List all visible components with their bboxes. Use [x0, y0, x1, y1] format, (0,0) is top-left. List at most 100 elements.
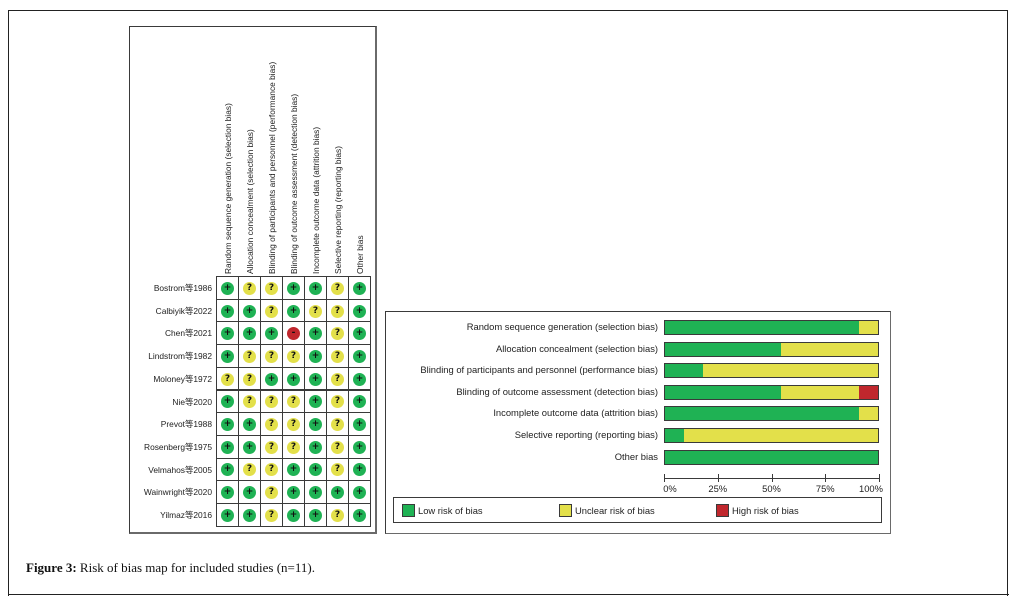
summary-cell: + — [238, 503, 261, 527]
summary-cell: + — [238, 298, 261, 323]
summary-cell: ? — [260, 457, 283, 482]
summary-cell: + — [348, 503, 371, 527]
low-risk-icon: + — [309, 440, 322, 454]
summary-cell: + — [348, 434, 371, 459]
summary-cell: + — [304, 434, 327, 459]
bar-outline — [664, 449, 879, 465]
unclear-risk-icon: ? — [221, 372, 234, 386]
legend-swatch-high — [716, 503, 729, 517]
unclear-risk-icon: ? — [287, 418, 300, 432]
unclear-risk-icon: ? — [331, 463, 344, 477]
legend-label: Low risk of bias — [418, 504, 483, 516]
bar-category-label: Selective reporting (reporting bias) — [514, 429, 658, 440]
summary-cell: + — [216, 480, 239, 504]
low-risk-icon: + — [353, 372, 366, 386]
low-risk-icon: + — [221, 304, 234, 318]
summary-cell: + — [348, 321, 371, 346]
summary-cell: ? — [304, 298, 327, 323]
bar-segment-low — [664, 428, 684, 443]
x-axis-tick-label: 100% — [859, 483, 883, 495]
summary-cell: + — [304, 503, 327, 527]
summary-cell: + — [304, 480, 327, 504]
summary-column-header: Blinding of outcome assessment (detectio… — [282, 26, 304, 276]
unclear-risk-icon: ? — [243, 463, 256, 477]
summary-cell: - — [282, 321, 305, 346]
summary-cell: ? — [260, 344, 283, 368]
summary-column-header: Other bias — [348, 26, 370, 276]
bar-outline — [664, 320, 879, 335]
bar-segment-unclear — [859, 406, 879, 422]
summary-cell: + — [216, 389, 239, 414]
summary-cell: + — [304, 321, 327, 346]
low-risk-icon: + — [243, 440, 256, 454]
unclear-risk-icon: ? — [243, 372, 256, 386]
low-risk-icon: + — [243, 327, 256, 341]
unclear-risk-icon: ? — [331, 395, 344, 409]
low-risk-icon: + — [243, 418, 256, 432]
bar-segment-low — [664, 406, 860, 422]
study-label: Prevot等1988 — [160, 419, 212, 430]
chart-legend: Low risk of bias Unclear risk of bias High… — [393, 497, 882, 523]
unclear-risk-icon: ? — [243, 281, 256, 295]
summary-cell: ? — [326, 344, 349, 368]
low-risk-icon: + — [309, 372, 322, 386]
low-risk-icon: + — [287, 281, 300, 295]
summary-cell: ? — [282, 434, 305, 459]
summary-cell: + — [260, 321, 283, 346]
unclear-risk-icon: ? — [265, 508, 278, 522]
summary-cell: + — [348, 389, 371, 414]
x-axis-tick — [664, 474, 665, 483]
legend-item-low: Low risk of bias — [402, 503, 483, 517]
study-label: Bostrom等1986 — [153, 283, 212, 293]
summary-cell: ? — [260, 298, 283, 323]
study-label: Rosenberg等1975 — [144, 441, 212, 452]
unclear-risk-icon: ? — [331, 418, 344, 432]
low-risk-icon: + — [221, 418, 234, 432]
summary-cell: + — [304, 366, 327, 391]
bar-segment-unclear — [859, 320, 879, 335]
low-risk-icon: + — [243, 508, 256, 522]
summary-cell: + — [216, 412, 239, 436]
low-risk-icon: + — [353, 349, 366, 363]
bar-category-label: Blinding of outcome assessment (detectio… — [456, 385, 658, 397]
figure-frame-bottom-rule — [8, 594, 1009, 595]
summary-cell: ? — [326, 298, 349, 323]
unclear-risk-icon: ? — [265, 281, 278, 295]
legend-swatch-unclear — [559, 503, 572, 517]
legend-item-high: High risk of bias — [716, 503, 799, 517]
legend-label: High risk of bias — [732, 504, 799, 516]
summary-cell: ? — [326, 457, 349, 482]
summary-cell: ? — [326, 434, 349, 459]
low-risk-icon: + — [221, 508, 234, 522]
summary-cell: + — [304, 344, 327, 368]
low-risk-icon: + — [353, 486, 366, 500]
study-label: Moloney等1972 — [153, 373, 212, 384]
unclear-risk-icon: ? — [331, 440, 344, 454]
summary-cell: ? — [326, 389, 349, 414]
summary-cell: + — [238, 434, 261, 459]
bar-segment-low — [664, 363, 704, 379]
summary-cell: + — [216, 298, 239, 323]
summary-cell: ? — [260, 389, 283, 414]
unclear-risk-icon: ? — [331, 281, 344, 295]
summary-cell: ? — [326, 366, 349, 391]
summary-column-header: Blinding of participants and personnel (… — [260, 26, 282, 276]
bar-segment-unclear — [781, 341, 879, 357]
summary-cell: + — [216, 457, 239, 482]
x-axis-tick — [879, 474, 880, 483]
bar-category-label: Blinding of participants and personnel (… — [420, 364, 658, 376]
summary-cell: ? — [260, 480, 283, 504]
low-risk-icon: + — [221, 281, 234, 295]
summary-cell: + — [348, 457, 371, 482]
x-axis-tick-label: 50% — [762, 483, 781, 495]
low-risk-icon: + — [353, 463, 366, 477]
low-risk-icon: + — [309, 281, 322, 295]
summary-cell: + — [348, 366, 371, 391]
unclear-risk-icon: ? — [265, 395, 278, 409]
summary-cell: ? — [282, 389, 305, 414]
bar-outline — [664, 363, 879, 379]
study-label: Nie等2020 — [172, 396, 212, 407]
summary-column-header-text: Selective reporting (reporting bias) — [333, 145, 343, 274]
summary-column-header-text: Incomplete outcome data (attrition bias) — [311, 126, 321, 274]
low-risk-icon: + — [309, 508, 322, 522]
